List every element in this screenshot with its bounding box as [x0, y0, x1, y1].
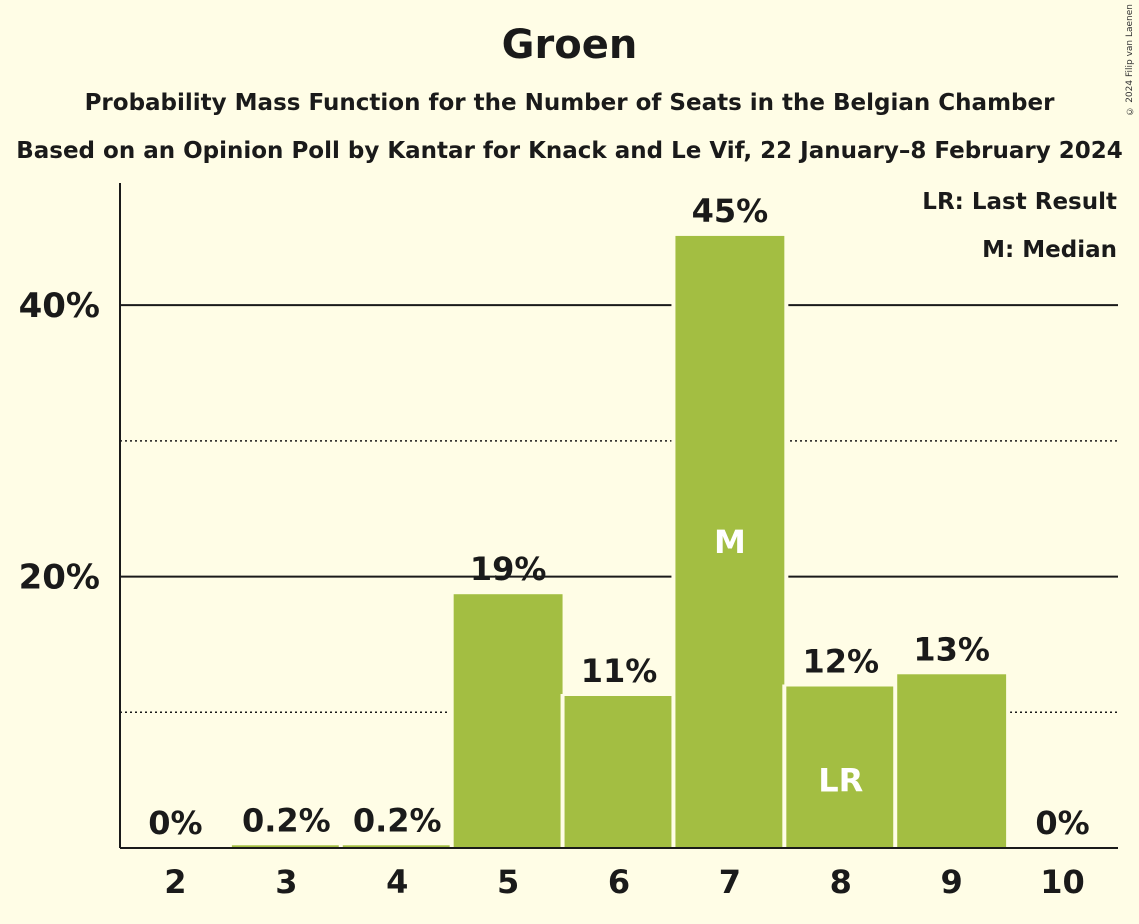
data-label: 0.2%	[242, 801, 331, 839]
bars	[227, 233, 1011, 848]
bar	[786, 686, 896, 848]
x-tick-label: 3	[275, 863, 297, 901]
y-tick-label: 40%	[19, 286, 100, 326]
x-tick-label: 9	[941, 863, 963, 901]
legend: LR: Last Result M: Median	[922, 189, 1117, 263]
bar	[453, 594, 563, 848]
bar	[564, 696, 674, 848]
bar-marker-label: LR	[818, 761, 863, 799]
y-tick-label: 20%	[19, 558, 100, 598]
bar	[231, 845, 341, 848]
chart-subtitle: Probability Mass Function for the Number…	[84, 90, 1055, 116]
data-label: 0.2%	[353, 801, 442, 839]
data-label: 45%	[692, 192, 769, 230]
bar-marker-label: M	[714, 523, 746, 561]
bar	[897, 674, 1007, 848]
data-label: 13%	[913, 630, 990, 668]
x-tick-label: 6	[608, 863, 630, 901]
data-label: 0%	[1035, 804, 1089, 842]
bar	[675, 235, 785, 848]
legend-entry: M: Median	[982, 237, 1117, 263]
x-tick-label: 8	[830, 863, 852, 901]
data-label: 0%	[148, 804, 202, 842]
x-tick-label: 10	[1040, 863, 1085, 901]
x-tick-label: 4	[386, 863, 408, 901]
data-label: 11%	[581, 652, 658, 690]
labels: 20% 40% 0% 2 0.2% 3 0.2% 4 19% 5 11% 6 45% 7 12% 8 13% 9 0…	[19, 192, 1090, 901]
x-tick-label: 2	[164, 863, 186, 901]
legend-entry: LR: Last Result	[922, 189, 1117, 215]
x-tick-label: 7	[719, 863, 741, 901]
axes	[119, 183, 1118, 849]
chart-title: Groen	[501, 22, 638, 68]
x-tick-label: 5	[497, 863, 519, 901]
data-label: 12%	[802, 643, 879, 681]
data-label: 19%	[470, 550, 547, 588]
chart-subtitle-source: Based on an Opinion Poll by Kantar for K…	[16, 138, 1123, 164]
bar	[342, 845, 452, 848]
